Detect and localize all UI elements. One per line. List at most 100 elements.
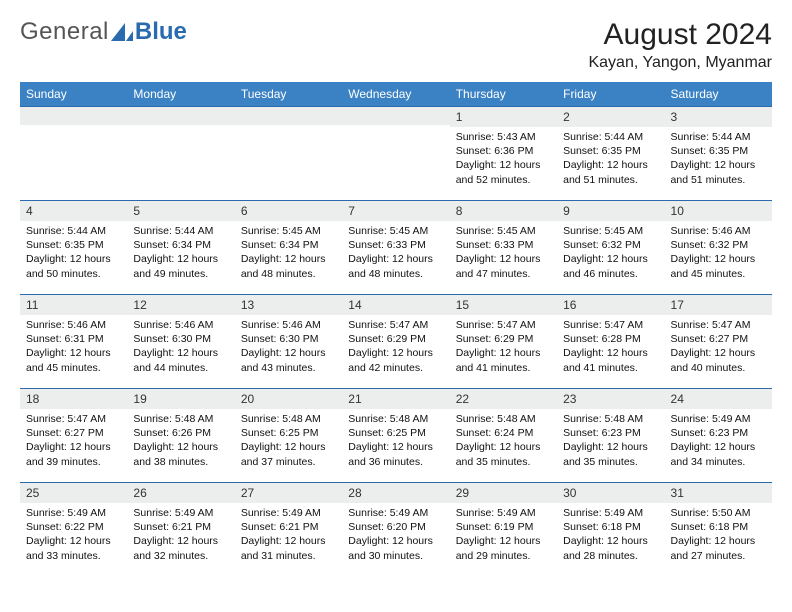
sunrise-line: Sunrise: 5:47 AM xyxy=(456,318,551,332)
day-details: Sunrise: 5:49 AMSunset: 6:21 PMDaylight:… xyxy=(235,503,342,567)
day-details: Sunrise: 5:48 AMSunset: 6:25 PMDaylight:… xyxy=(235,409,342,473)
day-details: Sunrise: 5:47 AMSunset: 6:27 PMDaylight:… xyxy=(665,315,772,379)
sunset-line: Sunset: 6:27 PM xyxy=(26,426,121,440)
sunset-line: Sunset: 6:23 PM xyxy=(563,426,658,440)
calendar-day: 10Sunrise: 5:46 AMSunset: 6:32 PMDayligh… xyxy=(665,201,772,295)
day-details: Sunrise: 5:49 AMSunset: 6:20 PMDaylight:… xyxy=(342,503,449,567)
calendar-day: 26Sunrise: 5:49 AMSunset: 6:21 PMDayligh… xyxy=(127,483,234,577)
sunset-line: Sunset: 6:34 PM xyxy=(133,238,228,252)
day-number: 5 xyxy=(127,201,234,221)
sunrise-line: Sunrise: 5:47 AM xyxy=(563,318,658,332)
daylight-line: Daylight: 12 hours and 29 minutes. xyxy=(456,534,551,562)
sunset-line: Sunset: 6:20 PM xyxy=(348,520,443,534)
calendar-day: 7Sunrise: 5:45 AMSunset: 6:33 PMDaylight… xyxy=(342,201,449,295)
day-details: Sunrise: 5:46 AMSunset: 6:30 PMDaylight:… xyxy=(127,315,234,379)
sunrise-line: Sunrise: 5:45 AM xyxy=(563,224,658,238)
sunrise-line: Sunrise: 5:44 AM xyxy=(671,130,766,144)
sunrise-line: Sunrise: 5:49 AM xyxy=(348,506,443,520)
day-details: Sunrise: 5:47 AMSunset: 6:28 PMDaylight:… xyxy=(557,315,664,379)
day-number: 21 xyxy=(342,389,449,409)
sunrise-line: Sunrise: 5:48 AM xyxy=(348,412,443,426)
day-number: 6 xyxy=(235,201,342,221)
sunrise-line: Sunrise: 5:49 AM xyxy=(26,506,121,520)
calendar-day: 12Sunrise: 5:46 AMSunset: 6:30 PMDayligh… xyxy=(127,295,234,389)
sail-icon xyxy=(111,23,133,41)
day-number: 28 xyxy=(342,483,449,503)
sunrise-line: Sunrise: 5:47 AM xyxy=(348,318,443,332)
daylight-line: Daylight: 12 hours and 51 minutes. xyxy=(671,158,766,186)
calendar-day: 28Sunrise: 5:49 AMSunset: 6:20 PMDayligh… xyxy=(342,483,449,577)
sunrise-line: Sunrise: 5:43 AM xyxy=(456,130,551,144)
daylight-line: Daylight: 12 hours and 27 minutes. xyxy=(671,534,766,562)
daylight-line: Daylight: 12 hours and 35 minutes. xyxy=(563,440,658,468)
day-number: 12 xyxy=(127,295,234,315)
sunrise-line: Sunrise: 5:46 AM xyxy=(133,318,228,332)
sunrise-line: Sunrise: 5:45 AM xyxy=(456,224,551,238)
sunrise-line: Sunrise: 5:45 AM xyxy=(348,224,443,238)
sunset-line: Sunset: 6:28 PM xyxy=(563,332,658,346)
sunrise-line: Sunrise: 5:49 AM xyxy=(563,506,658,520)
daylight-line: Daylight: 12 hours and 51 minutes. xyxy=(563,158,658,186)
day-details: Sunrise: 5:46 AMSunset: 6:30 PMDaylight:… xyxy=(235,315,342,379)
sunset-line: Sunset: 6:19 PM xyxy=(456,520,551,534)
day-details: Sunrise: 5:44 AMSunset: 6:35 PMDaylight:… xyxy=(665,127,772,191)
day-number: 24 xyxy=(665,389,772,409)
calendar-day: 23Sunrise: 5:48 AMSunset: 6:23 PMDayligh… xyxy=(557,389,664,483)
day-details: Sunrise: 5:44 AMSunset: 6:35 PMDaylight:… xyxy=(20,221,127,285)
calendar-day: 21Sunrise: 5:48 AMSunset: 6:25 PMDayligh… xyxy=(342,389,449,483)
day-details: Sunrise: 5:44 AMSunset: 6:35 PMDaylight:… xyxy=(557,127,664,191)
day-number: 22 xyxy=(450,389,557,409)
day-number: 17 xyxy=(665,295,772,315)
sunrise-line: Sunrise: 5:48 AM xyxy=(456,412,551,426)
brand-logo: General Blue xyxy=(20,18,187,46)
sunrise-line: Sunrise: 5:46 AM xyxy=(241,318,336,332)
day-number: 3 xyxy=(665,107,772,127)
daylight-line: Daylight: 12 hours and 32 minutes. xyxy=(133,534,228,562)
daylight-line: Daylight: 12 hours and 45 minutes. xyxy=(26,346,121,374)
day-number: 8 xyxy=(450,201,557,221)
sunset-line: Sunset: 6:29 PM xyxy=(456,332,551,346)
day-details: Sunrise: 5:46 AMSunset: 6:32 PMDaylight:… xyxy=(665,221,772,285)
calendar-day: 3Sunrise: 5:44 AMSunset: 6:35 PMDaylight… xyxy=(665,107,772,201)
sunrise-line: Sunrise: 5:47 AM xyxy=(26,412,121,426)
day-details: Sunrise: 5:49 AMSunset: 6:19 PMDaylight:… xyxy=(450,503,557,567)
calendar-day: 19Sunrise: 5:48 AMSunset: 6:26 PMDayligh… xyxy=(127,389,234,483)
daylight-line: Daylight: 12 hours and 33 minutes. xyxy=(26,534,121,562)
calendar-day: 14Sunrise: 5:47 AMSunset: 6:29 PMDayligh… xyxy=(342,295,449,389)
sunset-line: Sunset: 6:18 PM xyxy=(671,520,766,534)
daylight-line: Daylight: 12 hours and 46 minutes. xyxy=(563,252,658,280)
weekday-header: Thursday xyxy=(450,82,557,107)
daylight-line: Daylight: 12 hours and 52 minutes. xyxy=(456,158,551,186)
daylight-line: Daylight: 12 hours and 44 minutes. xyxy=(133,346,228,374)
daylight-line: Daylight: 12 hours and 47 minutes. xyxy=(456,252,551,280)
daylight-line: Daylight: 12 hours and 35 minutes. xyxy=(456,440,551,468)
sunset-line: Sunset: 6:32 PM xyxy=(671,238,766,252)
day-details: Sunrise: 5:48 AMSunset: 6:24 PMDaylight:… xyxy=(450,409,557,473)
daylight-line: Daylight: 12 hours and 50 minutes. xyxy=(26,252,121,280)
weekday-header: Sunday xyxy=(20,82,127,107)
daylight-line: Daylight: 12 hours and 48 minutes. xyxy=(241,252,336,280)
day-details: Sunrise: 5:49 AMSunset: 6:23 PMDaylight:… xyxy=(665,409,772,473)
sunset-line: Sunset: 6:23 PM xyxy=(671,426,766,440)
sunrise-line: Sunrise: 5:47 AM xyxy=(671,318,766,332)
sunset-line: Sunset: 6:34 PM xyxy=(241,238,336,252)
day-number: 25 xyxy=(20,483,127,503)
sunrise-line: Sunrise: 5:44 AM xyxy=(133,224,228,238)
sunset-line: Sunset: 6:32 PM xyxy=(563,238,658,252)
daylight-line: Daylight: 12 hours and 30 minutes. xyxy=(348,534,443,562)
daylight-line: Daylight: 12 hours and 28 minutes. xyxy=(563,534,658,562)
daylight-line: Daylight: 12 hours and 48 minutes. xyxy=(348,252,443,280)
sunset-line: Sunset: 6:30 PM xyxy=(133,332,228,346)
sunrise-line: Sunrise: 5:44 AM xyxy=(26,224,121,238)
day-details: Sunrise: 5:47 AMSunset: 6:27 PMDaylight:… xyxy=(20,409,127,473)
calendar-day: 18Sunrise: 5:47 AMSunset: 6:27 PMDayligh… xyxy=(20,389,127,483)
day-number: 26 xyxy=(127,483,234,503)
calendar-day: 30Sunrise: 5:49 AMSunset: 6:18 PMDayligh… xyxy=(557,483,664,577)
calendar-day: 8Sunrise: 5:45 AMSunset: 6:33 PMDaylight… xyxy=(450,201,557,295)
sunrise-line: Sunrise: 5:48 AM xyxy=(241,412,336,426)
calendar-day: 24Sunrise: 5:49 AMSunset: 6:23 PMDayligh… xyxy=(665,389,772,483)
day-number: 15 xyxy=(450,295,557,315)
sunset-line: Sunset: 6:24 PM xyxy=(456,426,551,440)
weekday-header: Tuesday xyxy=(235,82,342,107)
location: Kayan, Yangon, Myanmar xyxy=(588,54,772,72)
